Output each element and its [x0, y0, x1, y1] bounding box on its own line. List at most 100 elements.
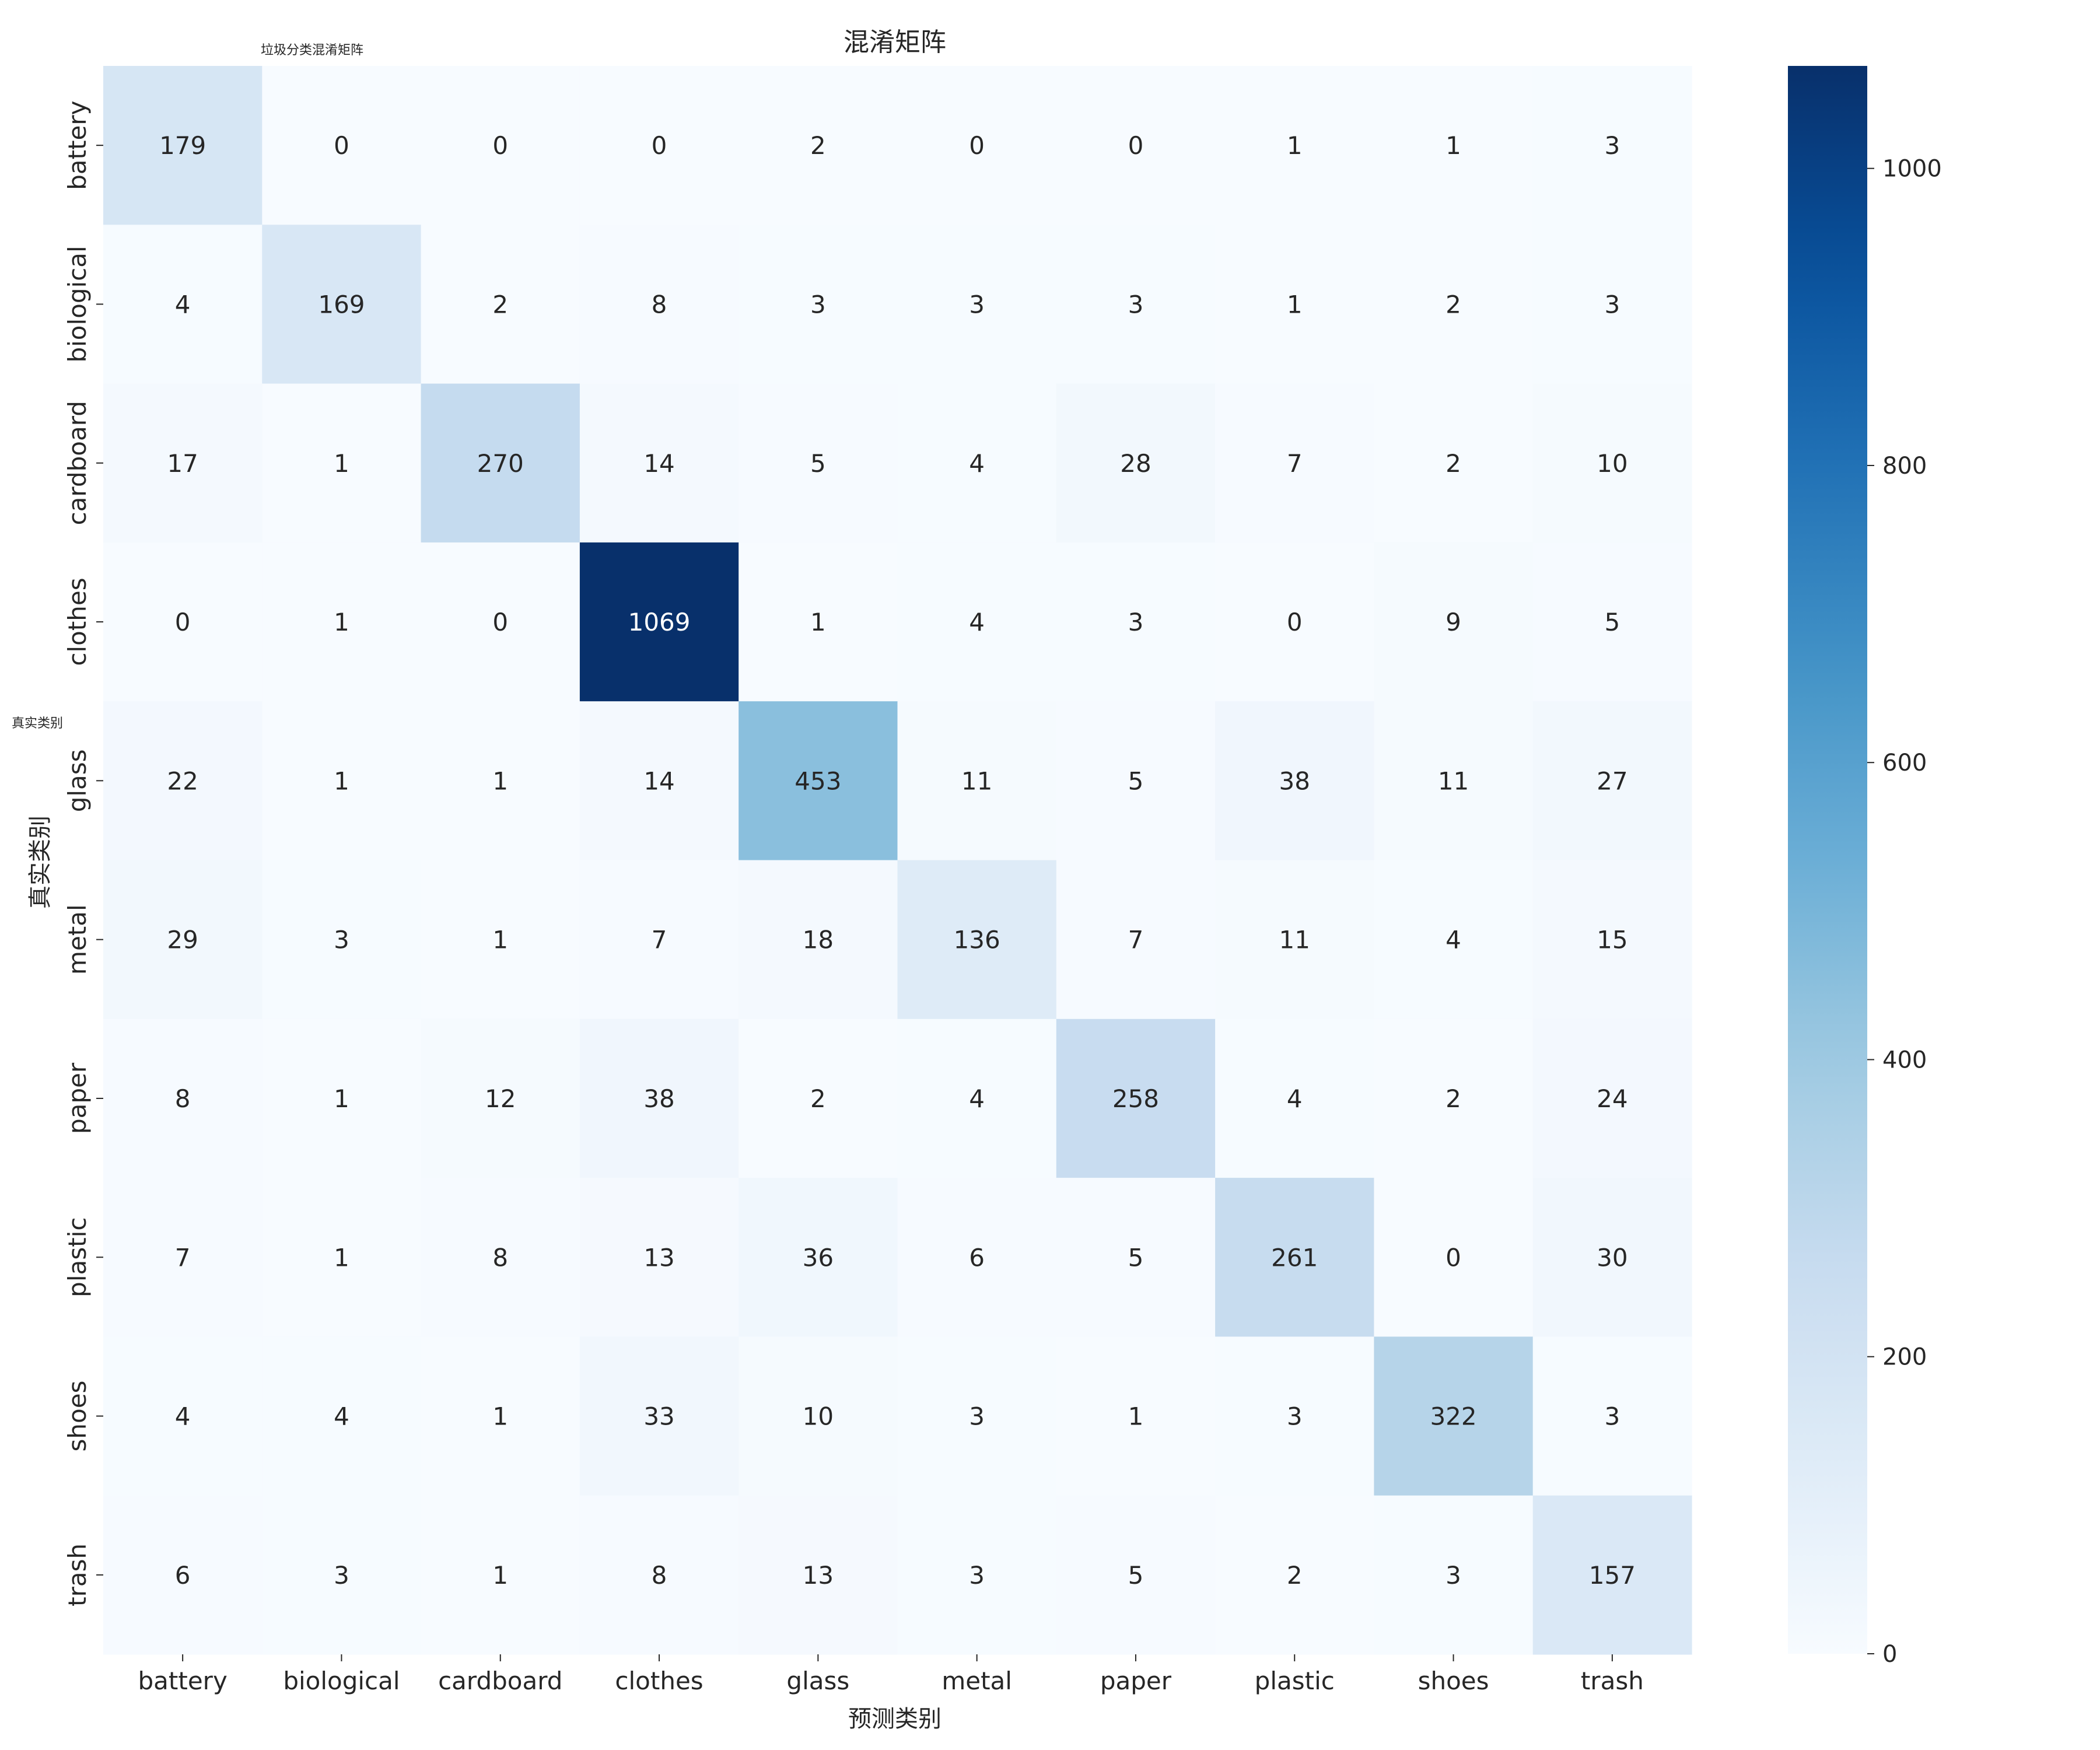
heatmap-cell [1056, 1336, 1216, 1496]
cell-value-label: 38 [1279, 766, 1310, 795]
cell-value-label: 6 [175, 1561, 191, 1590]
cell-value-label: 1 [1446, 131, 1461, 160]
heatmap-cell [1532, 701, 1692, 861]
cell-value-label: 1 [1128, 1402, 1144, 1431]
cell-value-label: 22 [167, 766, 198, 795]
cell-value-label: 3 [1604, 131, 1620, 160]
heatmap-cell [1056, 542, 1216, 702]
heatmap-cell [103, 1019, 262, 1178]
cell-value-label: 0 [175, 608, 191, 636]
cell-value-label: 30 [1597, 1243, 1628, 1272]
x-axis-ticks: battery biological cardboard clothes glass me… [138, 1654, 1644, 1695]
heatmap-cell [1215, 701, 1374, 861]
heatmap-cell [1374, 1495, 1534, 1655]
heatmap-cell [103, 225, 262, 384]
cell-value-label: 8 [652, 290, 667, 318]
cell-value-label: 1 [492, 926, 508, 954]
y-tick-label: trash [63, 1544, 92, 1606]
heatmap-cell [1056, 1495, 1216, 1655]
heatmap-cell [262, 860, 422, 1020]
cell-value-label: 10 [1597, 449, 1628, 478]
x-tick-label: trash [1581, 1667, 1644, 1695]
cell-value-label: 18 [803, 926, 834, 954]
heatmap-cell [103, 1495, 262, 1655]
heatmap-cell [897, 383, 1057, 543]
heatmap-cell [1532, 860, 1692, 1020]
cell-value-label: 8 [492, 1243, 508, 1272]
x-tick-label: metal [942, 1667, 1012, 1695]
heatmap-cell [421, 1178, 580, 1337]
cell-value-label: 4 [334, 1402, 349, 1431]
heatmap-cell [262, 542, 422, 702]
cell-value-label: 4 [1287, 1084, 1303, 1113]
cell-value-label: 136 [954, 926, 1000, 954]
cell-value-label: 14 [643, 449, 674, 478]
cell-value-label: 453 [794, 766, 841, 795]
heatmap-cell [421, 225, 580, 384]
cell-value-label: 24 [1597, 1084, 1628, 1113]
heatmap-cell [1056, 1178, 1216, 1337]
heatmap-cell [421, 860, 580, 1020]
cell-value-label: 5 [1604, 608, 1620, 636]
heatmap-cell [262, 66, 422, 225]
heatmap-cell [897, 66, 1057, 225]
cell-value-label: 4 [969, 1084, 985, 1113]
y-tick-label: shoes [63, 1381, 92, 1452]
cell-value-label: 1 [1287, 290, 1303, 318]
heatmap-cell [262, 1336, 422, 1496]
heatmap-cell [579, 66, 739, 225]
cell-value-label: 1 [334, 766, 349, 795]
cell-value-label: 3 [334, 1561, 349, 1590]
heatmap-cell [1532, 66, 1692, 225]
cell-value-label: 29 [167, 926, 198, 954]
cell-value-label: 179 [159, 131, 206, 160]
heatmap-cell [103, 383, 262, 543]
cell-value-label: 5 [1128, 766, 1144, 795]
cell-value-label: 7 [1128, 926, 1144, 954]
heatmap-cell [1374, 1019, 1534, 1178]
cell-value-label: 17 [167, 449, 198, 478]
cell-value-label: 258 [1112, 1084, 1159, 1113]
heatmap-cell [1374, 542, 1534, 702]
heatmap-cell [897, 1178, 1057, 1337]
x-axis-label: 预测类别 [848, 1706, 942, 1732]
heatmap-cell [1215, 1178, 1374, 1337]
cell-value-label: 4 [175, 290, 191, 318]
heatmap-cell [1056, 860, 1216, 1020]
heatmap-cell [1056, 701, 1216, 861]
x-tick-label: cardboard [438, 1667, 562, 1695]
heatmap-cell [262, 1178, 422, 1337]
heatmap-cell [897, 860, 1057, 1020]
x-tick-label: glass [786, 1667, 849, 1695]
heatmap-cell [262, 701, 422, 861]
cell-value-label: 3 [1446, 1561, 1461, 1590]
colorbar-tick-label: 600 [1882, 750, 1927, 776]
x-tick-label: battery [138, 1667, 228, 1695]
heatmap-cell [738, 860, 898, 1020]
colorbar-tick-label: 0 [1882, 1641, 1897, 1668]
cell-value-label: 3 [969, 1402, 985, 1431]
heatmap-cell [897, 1336, 1057, 1496]
heatmap-cell [1215, 1019, 1374, 1178]
colorbar-gradient [1788, 66, 1867, 1654]
colorbar: 0 200 400 600 800 1000 [1788, 66, 1942, 1668]
y-axis-label: 真实类别 [27, 816, 54, 909]
cell-value-label: 2 [810, 1084, 826, 1113]
cell-value-label: 1 [810, 608, 826, 636]
cell-value-label: 38 [643, 1084, 674, 1113]
heatmap-cell [421, 701, 580, 861]
heatmap-cell [1215, 383, 1374, 543]
heatmap-cell [421, 383, 580, 543]
cell-value-label: 1 [492, 766, 508, 795]
heatmap-cell [738, 542, 898, 702]
heatmap-cell [1374, 860, 1534, 1020]
heatmap-cell [262, 1019, 422, 1178]
cell-value-label: 5 [810, 449, 826, 478]
cell-value-label: 0 [492, 608, 508, 636]
cell-value-label: 2 [492, 290, 508, 318]
x-tick-label: biological [283, 1667, 400, 1695]
cell-value-label: 2 [1446, 290, 1461, 318]
heatmap-cell [738, 225, 898, 384]
cell-value-label: 11 [1279, 926, 1310, 954]
heatmap-cell [1532, 1019, 1692, 1178]
